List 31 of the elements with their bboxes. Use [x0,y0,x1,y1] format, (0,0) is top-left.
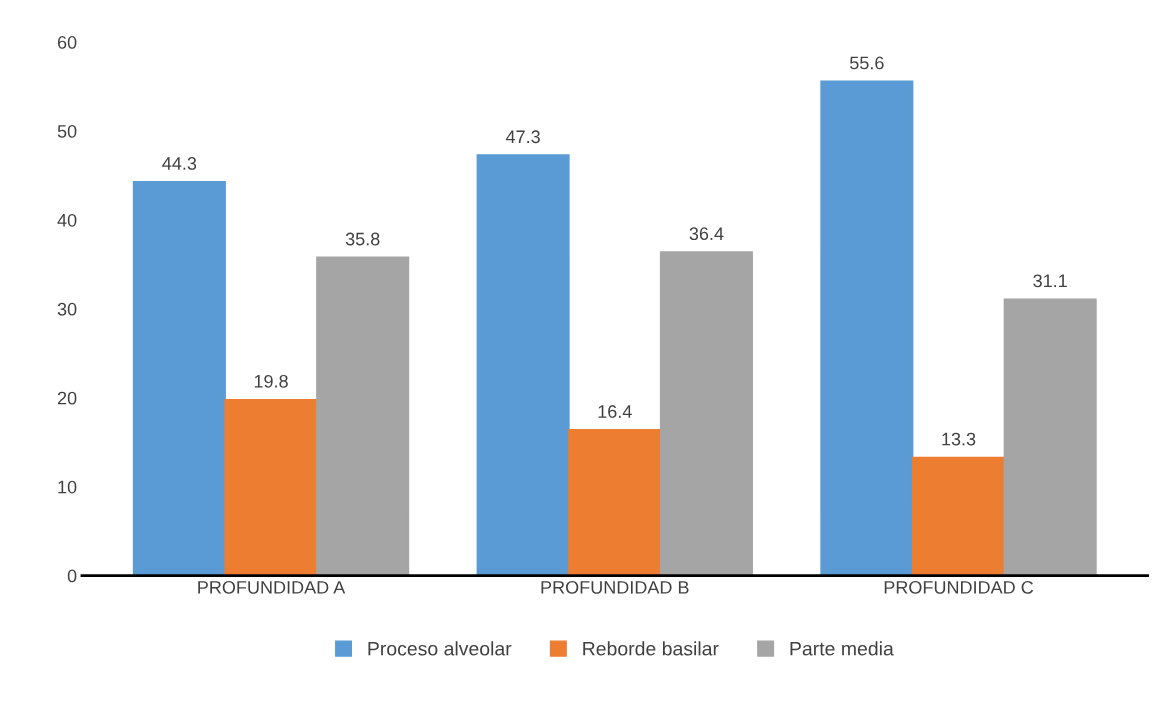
bar [132,181,226,576]
bar [476,154,570,576]
legend-label: Parte media [790,641,894,656]
data-label: 16.4 [598,405,632,418]
x-tick-label: PROFUNDIDAD C [884,580,1034,594]
y-tick-label: 30 [57,302,77,316]
legend-label: Reborde basilar [583,641,719,656]
y-tick-label: 20 [57,391,77,405]
data-label: 19.8 [254,374,288,388]
bar [224,398,318,576]
legend-label: Proceso alveolar [368,641,512,656]
bar [659,251,753,576]
data-label: 31.1 [1033,274,1067,288]
bar [911,456,1006,576]
data-label: 47.3 [505,130,540,144]
x-tick-label: PROFUNDIDAD B [541,580,689,594]
y-tick-label: 60 [57,36,77,49]
y-tick-label: 0 [67,569,77,583]
bar [820,80,914,576]
data-label: 35.8 [345,232,380,246]
bar [568,429,662,576]
data-label: 36.4 [689,227,724,241]
y-tick-label: 10 [58,480,77,494]
y-tick-label: 50 [57,124,77,138]
x-tick-label: PROFUNDIDAD A [198,580,346,594]
bar [316,256,410,576]
data-label: 13.3 [942,432,976,446]
y-tick-label: 40 [57,213,77,227]
data-label: 55.6 [850,56,884,70]
bar [1003,298,1097,576]
data-label: 44.3 [162,157,197,170]
